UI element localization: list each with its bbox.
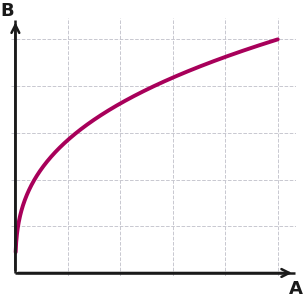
Text: B: B (1, 1, 14, 19)
Text: A: A (288, 280, 302, 298)
